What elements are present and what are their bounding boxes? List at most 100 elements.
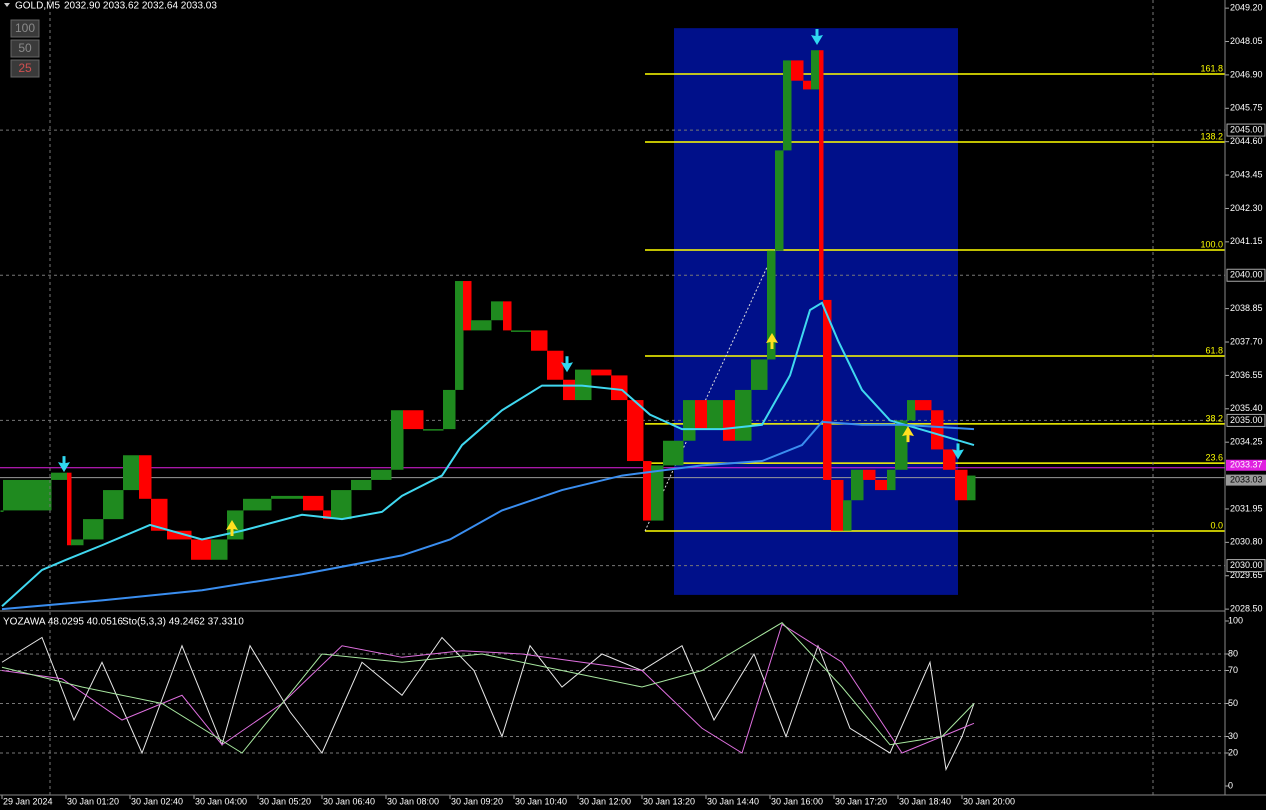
price-bar [455,281,464,390]
price-bar [403,410,424,430]
price-bar [191,539,212,560]
level-box [1226,559,1266,573]
price-bar [851,469,864,501]
level-label: 2030.00 [1230,560,1263,570]
y-tick-label: 2034.25 [1230,437,1263,447]
price-bar [511,330,532,332]
x-tick-label: 30 Jan 04:00 [195,796,247,806]
x-tick-label: 30 Jan 06:40 [323,796,375,806]
signal-arrow [766,332,778,349]
y-tick-label: 2036.55 [1230,370,1263,380]
menu-icon[interactable] [4,3,10,7]
fib-label: 100.0 [1200,239,1223,249]
fib-label: 61.8 [1205,345,1223,355]
price-bar [591,369,612,376]
y-tick-label: 30 [1228,731,1238,741]
price-bar [831,479,844,531]
y-tick-label: 2037.70 [1230,336,1263,346]
price-bar [83,519,104,540]
level-box [1226,123,1266,137]
y-tick-label: 2042.30 [1230,203,1263,213]
price-bar [775,150,784,251]
quote: 2032.90 2033.62 2032.64 2033.03 [64,1,217,12]
oscillator-line [1,622,975,754]
oscillator-panel: 0 20 30 50 70 80 100 [0,615,1243,790]
price-bar [351,479,372,491]
price-bar [843,500,852,531]
price-bar [3,479,52,511]
y-tick-label: 2041.15 [1230,236,1263,246]
fib-label: 23.6 [1205,452,1223,462]
level-box [1226,268,1266,282]
price-bar [503,301,512,331]
price-bar [139,455,152,499]
osc-label: Sto(5,3,3) 49.2462 37.3310 [122,617,244,628]
price-bar [887,469,896,491]
y-tick-label: 0 [1228,780,1233,790]
price-bar [683,400,696,441]
price-bar [271,495,304,499]
x-tick-label: 30 Jan 12:00 [579,796,631,806]
price-bar [811,50,820,90]
price-bar [423,429,444,431]
fib-label: 0.0 [1210,520,1223,530]
price-bar [211,539,228,560]
price-box [1226,474,1266,486]
price-bar [895,420,908,470]
price-bar [819,50,824,300]
y-tick-label: 2049.20 [1230,3,1263,13]
price-bar [723,400,736,441]
price-bar [875,479,888,491]
fib-label: 161.8 [1200,63,1223,73]
fib-label: 138.2 [1200,131,1223,141]
level-box [1226,413,1266,427]
zoom-button[interactable] [10,59,40,78]
moving-average [1,301,975,607]
price-bar [103,490,124,520]
x-tick-label: 30 Jan 01:20 [67,796,119,806]
x-tick-label: 30 Jan 17:20 [835,796,887,806]
y-tick-label: 2045.75 [1230,103,1263,113]
price-bar [791,60,804,81]
y-tick-label: 100 [1228,615,1243,625]
y-tick-label: 70 [1228,665,1238,675]
price-bar [123,455,140,491]
price-bar [167,530,192,540]
y-tick-label: 2028.50 [1230,604,1263,614]
signal-arrow [561,356,573,373]
price-bar [547,350,564,380]
zoom-button[interactable] [10,39,40,58]
price-box [1226,459,1266,471]
price-panel: 100 50 25 2049.20 2048.05 2046.90 2045.75 2044.… [0,3,1266,806]
level-label: 2040.00 [1230,270,1263,280]
price-bar [915,400,932,411]
y-tick-label: 2030.80 [1230,537,1263,547]
x-tick-label: 30 Jan 16:00 [771,796,823,806]
price-bar [243,498,272,511]
price-bar [707,400,724,430]
highlight-box [674,28,958,595]
price-bar [783,60,792,151]
price-bar [863,469,876,480]
price-bar [371,469,392,480]
signal-arrow [952,443,964,460]
y-tick-label: 2048.05 [1230,36,1263,46]
signal-arrow [902,426,914,443]
x-tick-label: 30 Jan 18:40 [899,796,951,806]
price-bar [651,465,664,521]
zoom-button-label: 50 [18,41,32,55]
price-bar [943,449,956,470]
price-bar [955,469,968,501]
price-bar [443,389,456,430]
zoom-button[interactable] [10,19,40,38]
zoom-button-label: 25 [18,61,32,75]
price-bar [51,472,68,480]
price-bar [611,375,628,401]
x-tick-label: 30 Jan 20:00 [963,796,1015,806]
x-tick-label: 30 Jan 13:20 [643,796,695,806]
price-bar [695,400,708,430]
price-bar [967,475,976,501]
x-tick-label: 29 Jan 2024 [3,796,53,806]
moving-average [1,420,975,611]
price-bar [823,299,832,480]
